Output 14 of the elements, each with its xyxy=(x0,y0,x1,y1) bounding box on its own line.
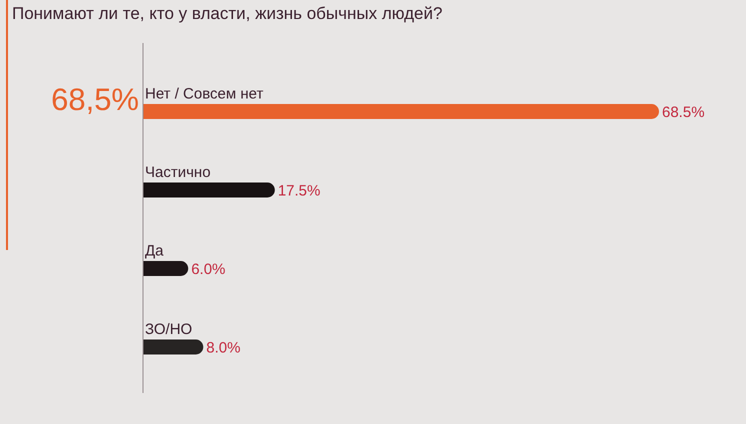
bar xyxy=(143,340,204,354)
bar xyxy=(143,104,659,119)
bar xyxy=(143,182,275,198)
bar xyxy=(143,261,188,276)
y-tick-label: Да xyxy=(145,242,164,260)
y-tick-label: ЗО/НО xyxy=(145,320,192,338)
data-label: 8.0% xyxy=(206,339,240,356)
data-label: 17.5% xyxy=(278,182,320,200)
data-label: 6.0% xyxy=(191,260,226,278)
y-tick-label: Нет / Совсем нет xyxy=(145,85,264,102)
chart-title: Понимают ли те, кто у власти, жизнь обычных людей? xyxy=(12,3,442,25)
text: 68,5% xyxy=(51,82,139,118)
data-label: 68.5% xyxy=(662,104,705,121)
y-tick-label: Частично xyxy=(145,164,211,181)
